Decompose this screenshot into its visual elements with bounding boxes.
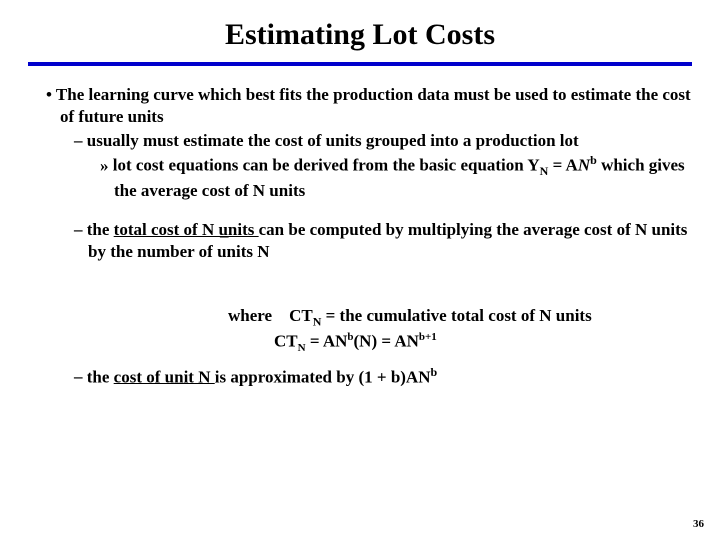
b13-u: cost of unit N (114, 367, 215, 386)
bullet-1: The learning curve which best fits the p… (28, 84, 692, 128)
bullet-1-2: the total cost of N units can be compute… (28, 219, 692, 263)
b111-c: N (578, 156, 590, 175)
slide-title: Estimating Lot Costs (28, 18, 692, 52)
page-number: 36 (693, 518, 704, 530)
where-ct: CT (289, 306, 313, 325)
f-sub1: N (298, 342, 306, 354)
slide: Estimating Lot Costs The learning curve … (0, 0, 720, 540)
b111-b: = A (548, 156, 578, 175)
f-a: CT (274, 331, 298, 350)
f-b: = AN (306, 331, 348, 350)
stray-dash: – (220, 226, 229, 246)
b111-a: lot cost equations can be derived from t… (113, 156, 540, 175)
b12-a: the (87, 220, 114, 239)
spacer-2b (28, 281, 692, 297)
b13-sup: b (431, 365, 438, 379)
bullet-1-1-1: lot cost equations can be derived from t… (28, 153, 692, 201)
b111-sub: N (540, 164, 549, 178)
b111-sup: b (590, 153, 597, 167)
title-rule (28, 62, 692, 66)
b12-u: total cost of N units (114, 220, 259, 239)
f-sup2: b+1 (419, 331, 437, 343)
where-rest: = the cumulative total cost of N units (321, 306, 591, 325)
bullet-1-text: The learning curve which best fits the p… (56, 85, 691, 126)
f-c: (N) = AN (354, 331, 419, 350)
where-row: where CTN = the cumulative total cost of… (28, 305, 692, 330)
bullet-1-1: usually must estimate the cost of units … (28, 130, 692, 152)
spacer-1 (28, 203, 692, 219)
where-label: where (228, 306, 272, 325)
bullet-1-1-text: usually must estimate the cost of units … (87, 131, 579, 150)
bullet-1-3: the cost of unit N is approximated by (1… (28, 365, 692, 388)
b13-b: is approximated by (1 + b)AN (215, 367, 431, 386)
b13-a: the (87, 367, 114, 386)
content-body: The learning curve which best fits the p… (28, 84, 692, 388)
formula: CTN = ANb(N) = ANb+1 (28, 330, 692, 355)
spacer-2 (28, 265, 692, 281)
